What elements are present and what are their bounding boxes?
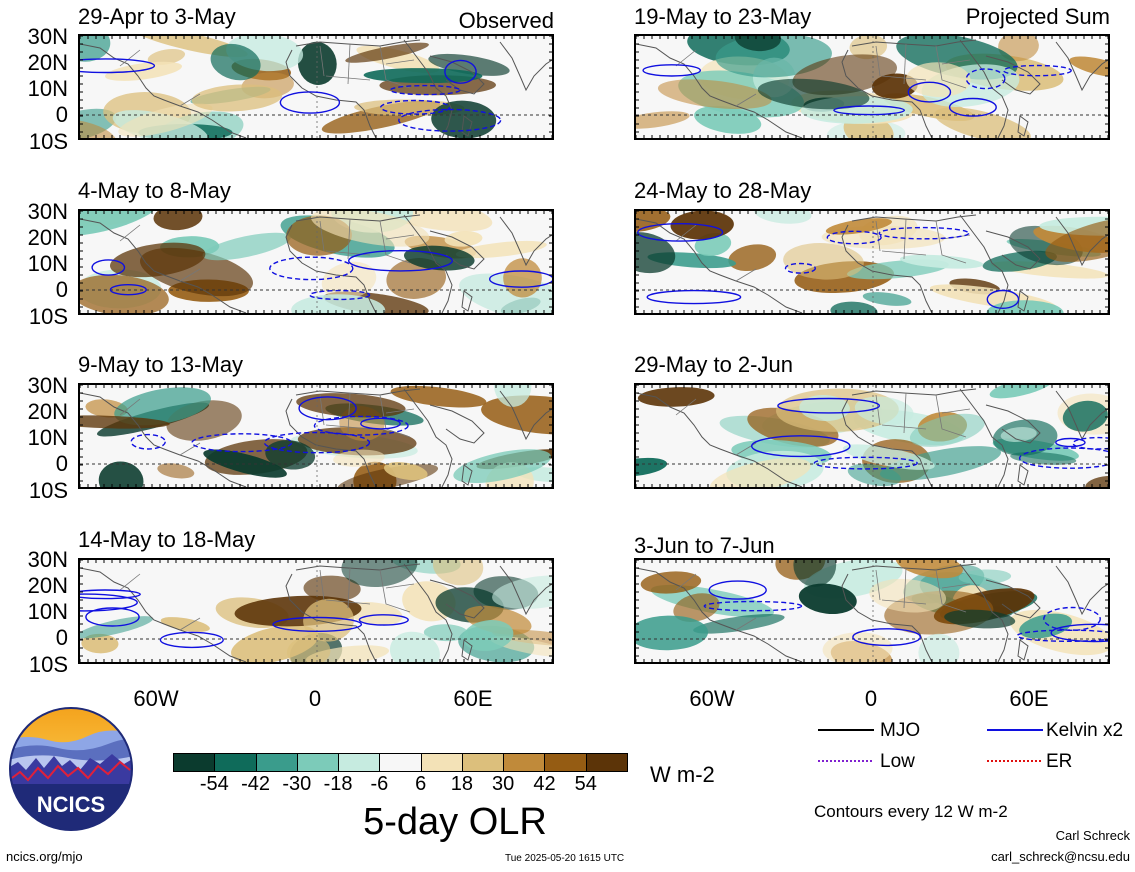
colorbar-label: 6 bbox=[415, 773, 427, 795]
legend-label-kelvin: Kelvin x2 bbox=[1046, 720, 1124, 741]
observed-label: Observed bbox=[458, 8, 554, 33]
lat-tick: 10N bbox=[27, 599, 68, 624]
lat-tick: 0 bbox=[55, 102, 68, 127]
projected-sum-label: Projected Sum bbox=[965, 4, 1110, 29]
olr-map-panel bbox=[634, 383, 1110, 489]
lat-tick: 0 bbox=[55, 625, 68, 650]
panel-title: 19-May to 23-May bbox=[634, 4, 812, 29]
lon-tick: 60W bbox=[133, 686, 179, 711]
colorbar-swatch bbox=[255, 753, 298, 772]
lat-tick: 10S bbox=[28, 129, 68, 154]
colorbar-label: 30 bbox=[492, 773, 515, 795]
colorbar-label: 18 bbox=[450, 773, 474, 795]
panel-title: 4-May to 8-May bbox=[78, 178, 231, 203]
contour-interval-note: Contours every 12 W m-2 bbox=[814, 802, 1008, 821]
colorbar-swatch bbox=[585, 753, 628, 772]
colorbar-units: W m-2 bbox=[650, 762, 715, 787]
olr-colorbar bbox=[173, 753, 628, 772]
legend-label-low: Low bbox=[880, 751, 915, 772]
lat-tick: 20N bbox=[27, 225, 68, 250]
panel-title: 14-May to 18-May bbox=[78, 527, 256, 552]
author-name: Carl Schreck bbox=[1055, 828, 1130, 843]
panel-title: 29-Apr to 3-May bbox=[78, 4, 236, 29]
colorbar-label: 42 bbox=[533, 773, 556, 795]
lat-tick: 10S bbox=[28, 652, 68, 677]
colorbar-swatch bbox=[173, 753, 216, 772]
colorbar-swatch bbox=[296, 753, 340, 772]
lat-tick: 30N bbox=[27, 24, 68, 49]
colorbar-swatch bbox=[503, 753, 546, 772]
colorbar-swatch bbox=[544, 753, 587, 772]
panel-title: 24-May to 28-May bbox=[634, 178, 812, 203]
lat-tick: 10S bbox=[28, 304, 68, 329]
lat-tick: 0 bbox=[55, 451, 68, 476]
colorbar-swatch bbox=[214, 753, 257, 772]
olr-map-panel bbox=[634, 209, 1110, 315]
lat-tick: 10N bbox=[27, 425, 68, 450]
colorbar-labels: -54 -42 -30 -18 -6 6 18 30 42 54 bbox=[173, 774, 627, 796]
lat-tick: 20N bbox=[27, 573, 68, 598]
lat-tick: 30N bbox=[27, 199, 68, 224]
colorbar-label: -54 bbox=[199, 773, 229, 795]
lon-tick: 60W bbox=[689, 686, 735, 711]
lon-tick: 60E bbox=[1009, 686, 1049, 711]
colorbar-label: -6 bbox=[370, 773, 389, 795]
author-email: carl_schreck@ncsu.edu bbox=[991, 849, 1130, 864]
olr-map-panel bbox=[78, 34, 554, 140]
lon-tick: 60E bbox=[453, 686, 493, 711]
colorbar-label: 54 bbox=[574, 773, 597, 795]
colorbar-swatch bbox=[461, 753, 505, 772]
legend-label-er: ER bbox=[1046, 751, 1073, 772]
colorbar-title: 5-day OLR bbox=[363, 801, 547, 843]
legend-label-mjo: MJO bbox=[880, 720, 921, 741]
site-url: ncics.org/mjo bbox=[6, 849, 83, 864]
colorbar-swatch bbox=[338, 753, 381, 772]
logo-text: NCICS bbox=[37, 792, 105, 817]
lon-tick: 0 bbox=[308, 686, 322, 711]
colorbar-label: -42 bbox=[241, 773, 270, 795]
lat-tick: 20N bbox=[27, 399, 68, 424]
olr-map-panel bbox=[78, 209, 554, 315]
lat-tick: 30N bbox=[27, 373, 68, 398]
olr-map-panel bbox=[78, 558, 554, 664]
colorbar-swatch bbox=[379, 753, 422, 772]
colorbar-label: -18 bbox=[323, 773, 353, 795]
lat-tick: 10N bbox=[27, 251, 68, 276]
lat-tick: 30N bbox=[27, 547, 68, 572]
panel-title: 9-May to 13-May bbox=[78, 352, 244, 377]
panel-title: 29-May to 2-Jun bbox=[634, 352, 793, 377]
lat-tick: 20N bbox=[27, 50, 68, 75]
colorbar-swatch bbox=[420, 753, 463, 772]
ncics-logo: NCICS bbox=[8, 706, 134, 832]
lon-tick: 0 bbox=[864, 686, 878, 711]
lat-tick: 10N bbox=[27, 76, 68, 101]
olr-map-panel bbox=[634, 558, 1110, 664]
olr-map-panel bbox=[78, 383, 554, 489]
lat-tick: 10S bbox=[28, 478, 68, 503]
timestamp: Tue 2025-05-20 1615 UTC bbox=[505, 853, 625, 864]
colorbar-label: -30 bbox=[282, 773, 312, 795]
olr-map-panel bbox=[634, 34, 1110, 140]
panel-title: 3-Jun to 7-Jun bbox=[634, 533, 775, 558]
lat-tick: 0 bbox=[55, 277, 68, 302]
